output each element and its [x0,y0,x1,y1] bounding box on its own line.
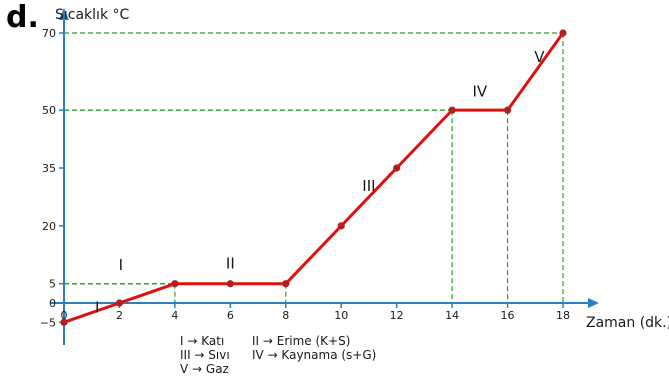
legend-row: III → Sıvı IV → Kaynama (s+G) [180,348,376,362]
phase-label: V [534,48,545,66]
x-tick-label: 14 [445,309,459,322]
series-line [63,32,565,324]
data-point [60,318,68,326]
phase-label: III [362,177,375,195]
y-axis-arrow [59,8,69,20]
legend-item: IV → Kaynama (s+G) [252,348,377,362]
phase-label: IV [472,83,487,101]
data-point [448,106,456,114]
tick-labels: 0 2 4 6 8 10 12 14 16 18 −5 0 5 20 35 50 70 [40,27,570,329]
x-tick-label: 0 [61,309,68,322]
guide-lines [64,32,564,303]
legend-item: III → Sıvı [180,348,230,362]
legend-item: V → Gaz [180,362,229,376]
x-tick-label: 4 [171,309,178,322]
x-tick-label: 8 [282,309,289,322]
y-axis-label: Sıcaklık °C [55,7,129,23]
x-axis-arrow [588,298,599,308]
data-point [503,106,512,114]
legend-row: V → Gaz [180,362,229,376]
phase-label: I [119,256,123,274]
legend-item: II → Erime (K+S) [252,334,351,348]
data-point [115,299,124,307]
y-tick-label: 50 [42,104,56,117]
data-point [171,280,179,288]
x-tick-label: 18 [556,309,570,322]
x-tick-label: 16 [501,309,515,322]
part-label: d. [6,0,39,35]
x-axis-label: Zaman (dk.) [586,315,669,331]
data-point [282,280,290,288]
y-tick-label: −5 [40,316,56,329]
legend-item: I → Katı [180,334,225,348]
data-markers [60,29,567,326]
y-tick-label: 35 [42,162,56,175]
y-tick-label: 20 [42,220,56,233]
y-tick-label: 5 [49,278,56,291]
data-point [337,222,345,230]
phase-label: I [95,299,99,317]
y-tick-label: 0 [49,297,56,310]
x-tick-label: 12 [390,309,404,322]
temperature-line [63,32,565,324]
x-tick-label: 10 [334,309,348,322]
axes [50,8,599,345]
x-tick-label: 6 [227,309,234,322]
data-point [559,29,567,37]
x-tick-label: 2 [116,309,123,322]
y-tick-label: 70 [42,27,56,40]
phase-label: II [226,254,235,272]
data-point [393,164,401,172]
data-point [226,280,234,288]
legend-row: I → Katı II → Erime (K+S) [180,334,350,348]
